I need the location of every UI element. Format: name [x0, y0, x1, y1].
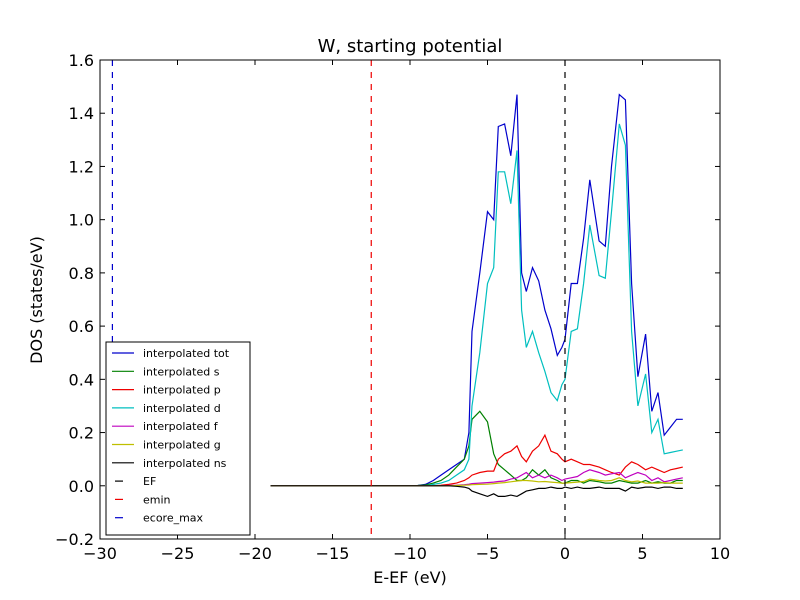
x-tick-label: −30 — [83, 544, 117, 563]
legend: interpolated tot interpolated s interpolat… — [105, 341, 251, 536]
series-line-interpolated-g — [270, 477, 683, 487]
legend-label-interpolated-ns: interpolated ns — [143, 457, 227, 470]
x-tick-label: −5 — [476, 544, 500, 563]
legend-label-interpolated-f: interpolated f — [143, 420, 219, 433]
chart-title: W, starting potential — [318, 36, 503, 57]
y-tick-label: 0.8 — [69, 264, 94, 283]
legend-label-interpolated-g: interpolated g — [143, 439, 221, 452]
y-axis-label: DOS (states/eV) — [27, 236, 46, 364]
series-line-interpolated-ns — [270, 485, 683, 498]
legend-label-interpolated-s: interpolated s — [143, 365, 220, 378]
x-tick-label: 10 — [710, 544, 730, 563]
x-tick-label: 5 — [637, 544, 647, 563]
legend-label-emin: emin — [143, 493, 171, 506]
y-tick-label: −0.2 — [55, 530, 94, 549]
series-line-interpolated-tot — [270, 93, 683, 487]
legend-label-interpolated-p: interpolated p — [143, 384, 221, 397]
y-tick-label: 1.6 — [69, 51, 94, 70]
y-tick-label: 0.2 — [69, 424, 94, 443]
legend-frame — [105, 341, 251, 536]
x-axis: −30 −25 −20 −15 −10 −5 0 5 10 — [83, 60, 730, 563]
y-tick-label: 0.4 — [69, 370, 94, 389]
series-line-interpolated-d — [270, 123, 683, 487]
y-tick-label: 1.4 — [69, 104, 94, 123]
x-tick-label: −20 — [238, 544, 272, 563]
x-tick-label: −25 — [161, 544, 195, 563]
legend-label-ef: EF — [143, 475, 156, 488]
x-tick-label: 0 — [560, 544, 570, 563]
x-tick-label: −15 — [316, 544, 350, 563]
y-tick-label: 1.0 — [69, 211, 94, 230]
legend-label-interpolated-d: interpolated d — [143, 402, 221, 415]
x-tick-label: −10 — [393, 544, 427, 563]
y-tick-label: 1.2 — [69, 157, 94, 176]
legend-label-interpolated-tot: interpolated tot — [143, 347, 230, 360]
y-tick-label: 0.6 — [69, 317, 94, 336]
legend-label-ecore_max: ecore_max — [143, 512, 204, 525]
y-tick-label: 0.0 — [69, 477, 94, 496]
y-axis: −0.2 0.0 0.2 0.4 0.6 0.8 1.0 1.2 1.4 1.6 — [55, 51, 720, 549]
x-axis-label: E-EF (eV) — [373, 568, 447, 587]
